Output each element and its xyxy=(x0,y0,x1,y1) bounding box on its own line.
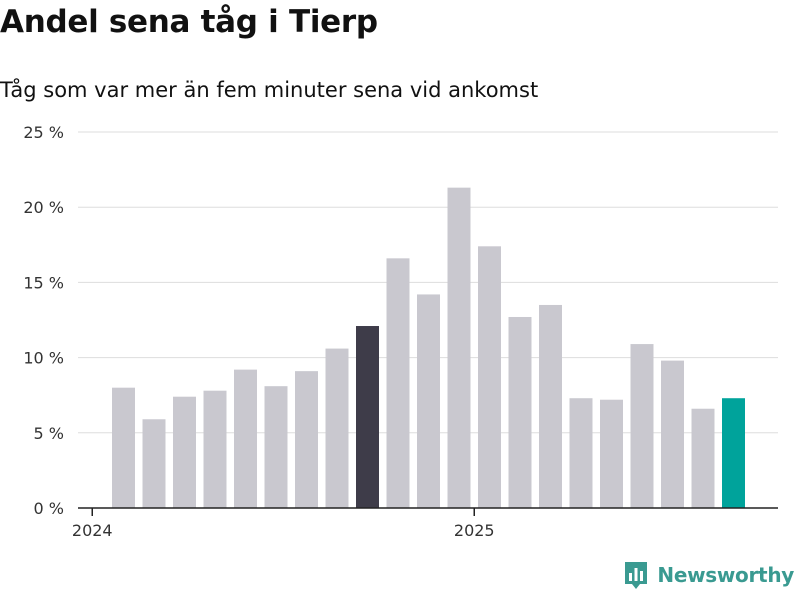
bar-2024-12 xyxy=(447,187,471,508)
y-tick-label: 25 % xyxy=(23,123,64,142)
bar-2024-02 xyxy=(142,419,166,508)
bar-2025-03 xyxy=(539,304,562,508)
y-tick-label: 20 % xyxy=(23,198,64,217)
chart-title: Andel sena tåg i Tierp xyxy=(0,4,378,40)
bar-2024-07 xyxy=(295,371,318,508)
bar-2024-11 xyxy=(417,294,440,508)
bars xyxy=(112,187,745,508)
y-tick-label: 0 % xyxy=(34,499,64,518)
bar-2025-05 xyxy=(600,399,623,508)
bar-2025-07 xyxy=(661,360,684,508)
bar-2024-08 xyxy=(325,348,349,508)
x-tick-label: 2025 xyxy=(454,521,495,540)
bar-2024-04 xyxy=(203,390,227,508)
newsworthy-logo-icon xyxy=(623,560,649,590)
chart-subtitle: Tåg som var mer än fem minuter sena vid … xyxy=(0,78,539,102)
bar-2025-09 xyxy=(722,398,745,508)
y-tick-label: 10 % xyxy=(23,349,64,368)
bar-chart: 0 % 5 % 10 % 15 % 20 % 25 % 2024 2025 xyxy=(23,123,778,540)
bar-2024-01 xyxy=(112,387,135,508)
bar-2024-06 xyxy=(264,386,288,508)
bar-2025-08 xyxy=(691,408,715,508)
bar-2024-09 xyxy=(356,326,379,508)
bar-2024-05 xyxy=(234,369,257,508)
brand-name: Newsworthy xyxy=(657,563,794,587)
x-tick-label: 2024 xyxy=(72,521,113,540)
x-axis-tick-labels: 2024 2025 xyxy=(72,508,495,540)
bar-2024-03 xyxy=(173,396,196,508)
bar-2025-01 xyxy=(478,246,501,508)
bar-2025-06 xyxy=(630,344,654,508)
brand-logo: Newsworthy xyxy=(623,560,794,590)
y-tick-label: 15 % xyxy=(23,273,64,292)
bar-2025-02 xyxy=(508,316,532,508)
y-tick-label: 5 % xyxy=(34,424,64,443)
bar-2024-10 xyxy=(386,258,410,508)
bar-2025-04 xyxy=(569,398,593,508)
y-axis-tick-labels: 0 % 5 % 10 % 15 % 20 % 25 % xyxy=(23,123,64,518)
